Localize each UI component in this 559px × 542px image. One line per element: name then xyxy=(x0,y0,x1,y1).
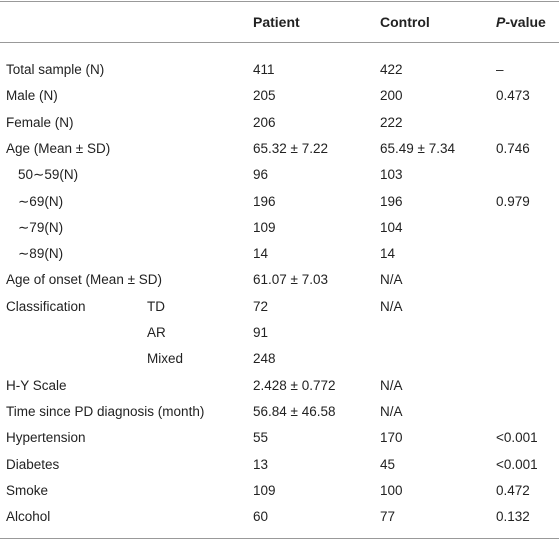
cell-patient: 411 xyxy=(253,62,275,77)
cell-control: 196 xyxy=(380,193,403,209)
cell-label: H-Y Scale xyxy=(6,377,67,393)
cell-patient: 205 xyxy=(253,88,276,104)
cell-indent: ∼89(N) xyxy=(18,246,64,262)
cell-indent: ∼69(N) xyxy=(18,193,64,209)
header-text: -value xyxy=(505,14,546,30)
cell-sub: AR xyxy=(147,325,166,340)
cell-label: Time since PD diagnosis (month) xyxy=(6,403,205,419)
cell-label: Total sample (N) xyxy=(6,62,105,77)
cell-p: 0.746 xyxy=(496,140,530,156)
cell-label: Hypertension xyxy=(6,430,86,446)
cell-patient: 2.428 ± 0.772 xyxy=(253,377,336,393)
cell-label: Age of onset (Mean ± SD) xyxy=(6,272,162,288)
header-cell: Patient xyxy=(253,14,300,30)
cell-p: 0.473 xyxy=(496,88,530,104)
header-rule xyxy=(0,42,559,43)
cell-label: Age (Mean ± SD) xyxy=(6,140,111,156)
cell-label: Smoke xyxy=(6,482,49,498)
cell-patient: 61.07 ± 7.03 xyxy=(253,272,328,288)
cell-control: 104 xyxy=(380,219,403,235)
top-rule xyxy=(0,1,559,2)
cell-indent: ∼79(N) xyxy=(18,219,64,235)
cell-patient: 206 xyxy=(253,114,276,130)
cell-patient: 14 xyxy=(253,246,269,262)
cell-indent: 50∼59(N) xyxy=(18,167,79,183)
cell-control: 14 xyxy=(380,246,396,262)
cell-label: Diabetes xyxy=(6,456,60,472)
cell-patient: 60 xyxy=(253,509,269,525)
cell-label: Classification xyxy=(6,298,86,314)
cell-control: 45 xyxy=(380,456,396,472)
cell-patient: 248 xyxy=(253,351,276,367)
cell-control: 422 xyxy=(380,62,403,77)
header-italic: P xyxy=(496,14,506,30)
cell-control: N/A xyxy=(380,272,403,288)
cell-control: N/A xyxy=(380,403,403,419)
cell-patient: 96 xyxy=(253,167,269,183)
header-cell: Control xyxy=(380,14,430,30)
cell-patient: 55 xyxy=(253,430,269,446)
bottom-rule xyxy=(0,538,559,539)
cell-patient: 56.84 ± 46.58 xyxy=(253,403,336,419)
cell-control: 170 xyxy=(380,430,403,446)
cell-label: Male (N) xyxy=(6,88,58,104)
cell-control: 65.49 ± 7.34 xyxy=(380,140,455,156)
cell-p: <0.001 xyxy=(496,430,538,446)
cell-p: 0.979 xyxy=(496,193,530,209)
cell-patient: 196 xyxy=(253,193,276,209)
cell-control: 103 xyxy=(380,167,403,183)
cell-patient: 72 xyxy=(253,298,269,314)
cell-control: N/A xyxy=(380,298,403,314)
cell-patient: 91 xyxy=(253,325,269,340)
cell-patient: 109 xyxy=(253,219,276,235)
cell-sub: TD xyxy=(147,298,165,314)
cell-control: 200 xyxy=(380,88,403,104)
cell-p: <0.001 xyxy=(496,456,538,472)
cell-control: N/A xyxy=(380,377,403,393)
cell-p: 0.472 xyxy=(496,482,530,498)
cell-p: 0.132 xyxy=(496,509,530,525)
cell-patient: 109 xyxy=(253,482,276,498)
cell-label: Female (N) xyxy=(6,114,74,130)
cell-p: – xyxy=(496,62,504,77)
cell-control: 77 xyxy=(380,509,396,525)
cell-patient: 65.32 ± 7.22 xyxy=(253,140,328,156)
cell-label: Alcohol xyxy=(6,509,51,525)
cell-patient: 13 xyxy=(253,456,269,472)
header-cell: P-value xyxy=(496,14,546,30)
cell-control: 100 xyxy=(380,482,403,498)
cell-sub: Mixed xyxy=(147,351,184,367)
cell-control: 222 xyxy=(380,114,403,130)
